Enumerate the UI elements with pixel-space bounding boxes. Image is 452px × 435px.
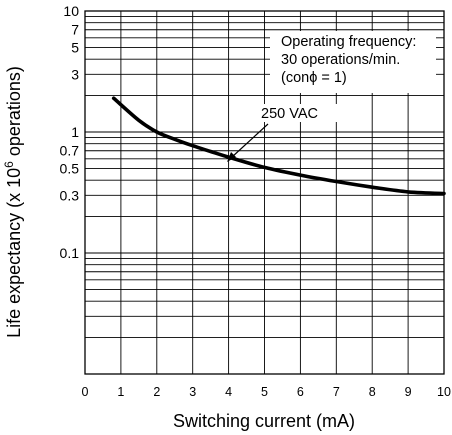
y-tick-label: 0.5 [60,160,80,176]
x-tick-label: 5 [261,385,268,399]
series-label-group: 250 VAC [227,104,343,162]
y-tick-label: 1 [71,124,79,140]
x-tick-label: 0 [82,385,89,399]
x-tick-label: 1 [117,385,124,399]
series-label-arrowhead [227,152,236,162]
x-tick-label: 6 [297,385,304,399]
series-label-background [257,104,343,122]
y-tick-label: 5 [71,39,79,55]
annotation-line-1: Operating frequency: [281,34,416,50]
x-tick-label: 4 [225,385,232,399]
y-axis-label-main: Life expectancy (x 10 [4,168,24,338]
annotation-background [270,31,436,93]
y-tick-label: 3 [71,66,79,82]
x-tick-label: 10 [437,385,451,399]
annotation-line-2: 30 operations/min. [281,52,400,68]
annotation-box: Operating frequency: 30 operations/min. … [270,31,436,93]
y-tick-labels: 10 75 3 1 0.70.5 0.3 0.1 [60,3,80,261]
x-axis-label: Switching current (mA) [173,411,355,431]
x-tick-label: 8 [369,385,376,399]
y-axis-label-tail: operations) [4,66,24,161]
y-tick-label: 0.1 [60,245,80,261]
x-tick-label: 9 [405,385,412,399]
y-tick-label: 0.3 [60,187,80,203]
series-label-250vac: 250 VAC [261,106,318,122]
x-tick-label: 3 [189,385,196,399]
series-label-leader [231,123,269,158]
x-tick-labels: 0 1 2 3 4 5 6 7 8 9 10 [82,385,451,399]
y-axis-label: Life expectancy (x 106 operations) [2,66,24,338]
series-line-250vac [111,96,446,196]
x-tick-label: 2 [153,385,160,399]
y-tick-label: 7 [71,22,79,38]
annotation-line-3: (conϕ = 1) [281,70,347,86]
y-axis-label-exponent: 6 [2,161,16,168]
y-tick-label: 10 [63,3,79,19]
y-tick-label: 0.7 [60,143,80,159]
x-tick-label: 7 [333,385,340,399]
